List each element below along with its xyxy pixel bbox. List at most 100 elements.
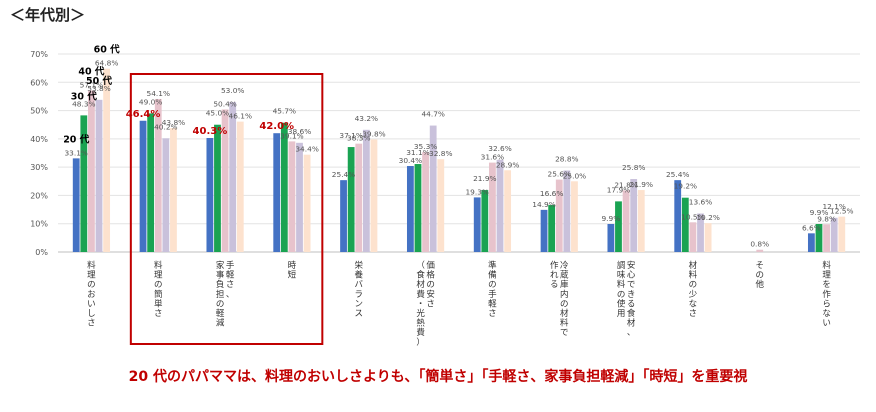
data-label: 21.9%: [630, 180, 653, 189]
bar: [355, 143, 363, 252]
svg-text:の: の: [216, 299, 225, 309]
svg-text:使: 使: [617, 298, 626, 309]
data-label: 28.8%: [555, 155, 578, 164]
y-tick-label: 70%: [30, 50, 48, 59]
data-label: 46.1%: [229, 112, 252, 121]
svg-text:味: 味: [617, 270, 626, 281]
svg-text:な: な: [689, 299, 698, 309]
data-label: 21.9%: [473, 174, 496, 183]
bar: [95, 99, 103, 252]
svg-text:費: 費: [416, 327, 425, 338]
svg-text:の: の: [617, 290, 626, 300]
svg-text:ン: ン: [354, 299, 363, 309]
data-label: 0.8%: [750, 240, 769, 249]
bar: [303, 154, 311, 252]
bar: [756, 249, 764, 252]
data-label: 57.1%: [80, 80, 103, 89]
category-label: （食材費・光熱費）: [416, 260, 425, 348]
svg-text:庫: 庫: [560, 279, 569, 290]
data-label: 6.6%: [802, 223, 821, 232]
bar: [273, 133, 281, 252]
svg-text:理: 理: [154, 271, 163, 281]
svg-text:い: い: [87, 299, 96, 309]
bar: [437, 159, 445, 252]
bar: [88, 90, 95, 252]
bar: [288, 141, 296, 252]
bar: [689, 222, 697, 252]
series-label: 60 代: [94, 44, 121, 56]
data-label: 16.6%: [540, 189, 563, 198]
svg-text:（: （: [416, 260, 425, 271]
y-tick-label: 30%: [30, 163, 48, 172]
data-label: 28.9%: [496, 160, 519, 169]
data-label: 9.8%: [817, 214, 836, 223]
bar: [147, 113, 155, 253]
bar: [473, 197, 481, 252]
svg-text:ら: ら: [822, 299, 831, 309]
data-label: 31.6%: [481, 153, 504, 162]
svg-text:理: 理: [87, 271, 96, 281]
svg-text:作: 作: [550, 260, 559, 271]
bar: [674, 180, 682, 252]
svg-text:単: 単: [154, 298, 163, 309]
bar: [347, 147, 355, 252]
svg-text:料: 料: [87, 260, 96, 271]
bar: [162, 138, 170, 252]
bar: [563, 170, 571, 252]
bar: [406, 166, 414, 252]
bar: [496, 159, 504, 252]
data-label: 33.1%: [64, 148, 87, 157]
bar: [637, 190, 645, 252]
bar: [555, 179, 563, 252]
bar: [80, 115, 88, 252]
svg-text:内: 内: [560, 289, 569, 300]
svg-text:担: 担: [216, 289, 225, 300]
data-label: 40.2%: [154, 122, 177, 131]
gridlines: [58, 53, 860, 253]
svg-text:家: 家: [216, 260, 225, 271]
bar: [704, 223, 712, 252]
bar: [154, 98, 162, 252]
svg-text:価: 価: [426, 260, 435, 271]
svg-text:時: 時: [288, 261, 297, 271]
y-tick-label: 0%: [35, 248, 48, 257]
bar: [214, 124, 221, 252]
bar: [838, 216, 846, 252]
svg-text:軽: 軽: [226, 271, 235, 281]
category-label: 作れる: [550, 260, 559, 290]
bar: [481, 190, 489, 252]
svg-text:る: る: [550, 280, 559, 290]
bar: [236, 121, 244, 252]
bar: [280, 122, 288, 252]
series-label: 30 代: [71, 90, 98, 102]
bar: [206, 138, 214, 252]
data-label: 21.8%: [614, 180, 637, 189]
series-labels: 20 代 30 代 40 代50 代 60 代: [63, 44, 120, 146]
bar: [823, 224, 830, 252]
bars: [72, 68, 846, 253]
data-label: 35.3%: [414, 142, 437, 151]
bar: [607, 223, 615, 252]
svg-text:食: 食: [627, 308, 636, 319]
svg-text:る: る: [627, 299, 636, 309]
data-label: 9.9%: [601, 214, 620, 223]
svg-text:簡: 簡: [154, 289, 163, 300]
y-tick-label: 50%: [30, 107, 48, 116]
svg-text:食: 食: [416, 270, 425, 281]
page-title: ＜年代別＞: [10, 6, 86, 24]
svg-text:さ: さ: [87, 319, 96, 329]
svg-text:事: 事: [216, 270, 225, 281]
svg-text:お: お: [87, 290, 96, 300]
svg-text:光: 光: [416, 308, 425, 319]
svg-text:の: の: [154, 280, 163, 290]
bar: [548, 205, 556, 252]
highlight-box: [129, 73, 324, 345]
